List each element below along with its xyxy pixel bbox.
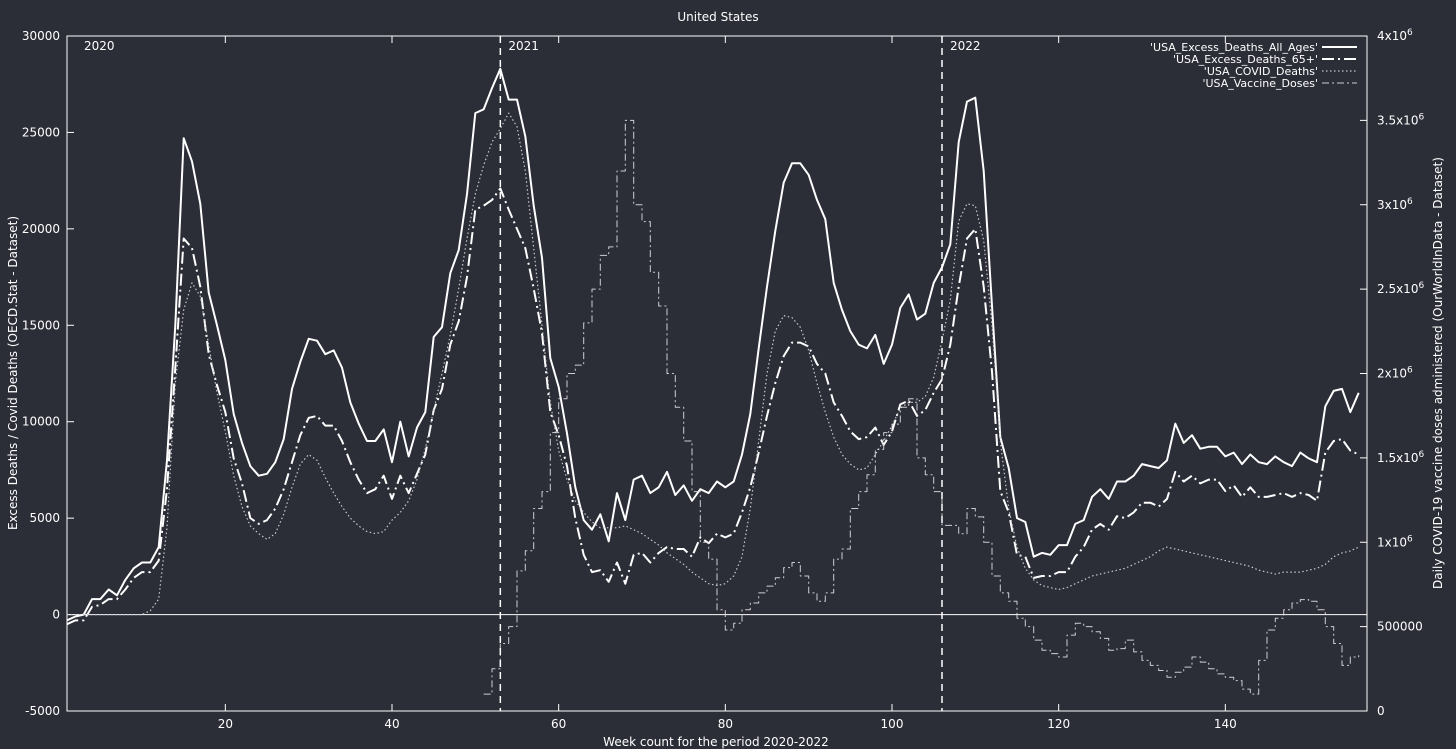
series-line-1: [66, 67, 1360, 622]
x-axis-label: Week count for the period 2020-2022: [603, 735, 829, 749]
y-tick-label-left: 30000: [22, 29, 60, 43]
series-line-2: [66, 187, 1360, 626]
year-label: 2020: [84, 39, 115, 53]
x-tick-label: 20: [218, 717, 233, 731]
y-tick-label-left: 5000: [29, 511, 60, 525]
y-tick-label-right: 4x106: [1377, 28, 1413, 43]
y-axis-label-left: Excess Deaths / Covid Deaths (OECD.Stat …: [6, 216, 20, 530]
y-tick-label-left: 0: [52, 608, 60, 622]
y-tick-label-left: -5000: [25, 704, 60, 718]
y-tick-label-right: 0: [1377, 704, 1385, 718]
x-tick-label: 140: [1214, 717, 1237, 731]
legend: 'USA_Excess_Deaths_All_Ages''USA_Excess_…: [1150, 41, 1357, 90]
y-tick-label-right: 500000: [1377, 620, 1423, 634]
x-tick-label: 100: [881, 717, 904, 731]
y-tick-label-left: 20000: [22, 222, 60, 236]
y-tick-label-left: 10000: [22, 415, 60, 429]
year-label: 2021: [508, 39, 539, 53]
legend-label: 'USA_Vaccine_Doses': [1202, 77, 1318, 90]
legend-label: 'USA_COVID_Deaths': [1204, 65, 1318, 78]
series-layer: [66, 67, 1360, 695]
chart-title: United States: [677, 10, 758, 24]
axis-ticks: 20 40 60 80 100 120 140 -5000 0 5000 10000 15000 200…: [22, 28, 1425, 731]
x-tick-label: 60: [551, 717, 566, 731]
y-axis-label-right: Daily COVID-19 vaccine doses administere…: [1431, 157, 1445, 589]
y-tick-label-right: 2.5x106: [1377, 281, 1424, 296]
legend-label: 'USA_Excess_Deaths_All_Ages': [1150, 41, 1318, 54]
year-label: 2022: [950, 39, 981, 53]
y-tick-label-right: 1.5x106: [1377, 450, 1424, 465]
series-line-4: [483, 119, 1360, 695]
x-tick-label: 120: [1047, 717, 1070, 731]
y-tick-label-right: 3x106: [1377, 197, 1413, 212]
x-tick-label: 40: [384, 717, 399, 731]
series-line-3: [67, 112, 1359, 616]
y-tick-label-right: 1x106: [1377, 534, 1413, 549]
y-tick-label-left: 25000: [22, 125, 60, 139]
legend-label: 'USA_Excess_Deaths_65+': [1173, 53, 1318, 66]
y-tick-label-right: 2x106: [1377, 366, 1413, 381]
x-tick-label: 80: [718, 717, 733, 731]
year-markers: 2020 2021 2022: [84, 36, 981, 711]
y-tick-label-right: 3.5x106: [1377, 112, 1424, 127]
y-tick-label-left: 15000: [22, 318, 60, 332]
